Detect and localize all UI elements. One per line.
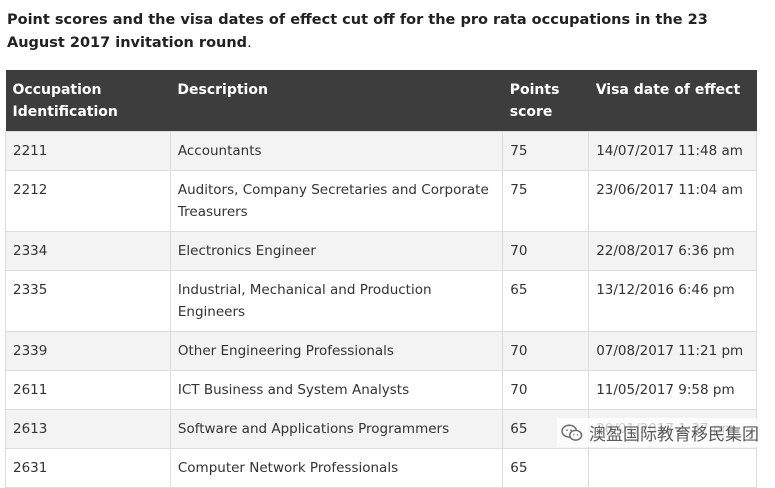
cell-occupation-id: 2339 (5, 331, 171, 371)
header-description: Description (170, 70, 503, 132)
cell-description: Computer Network Professionals (169, 448, 504, 488)
cell-points: 65 (502, 448, 590, 488)
watermark: 澳盈国际教育移民集团 (557, 418, 763, 447)
cell-description: Auditors, Company Secretaries and Corpor… (169, 170, 504, 232)
cell-visa-date: 23/06/2017 11:04 am (588, 170, 757, 232)
watermark-text: 澳盈国际教育移民集团 (589, 425, 759, 445)
table-row: 2631 Computer Network Professionals 65 (5, 448, 757, 488)
cell-visa-date: 11/05/2017 9:58 pm (588, 370, 757, 410)
table-row: 2339 Other Engineering Professionals 70 07/… (5, 331, 757, 371)
header-visa-date: Visa date of effect (588, 70, 757, 132)
cell-description: Electronics Engineer (169, 231, 504, 271)
cell-occupation-id: 2211 (5, 131, 171, 171)
table-row: 2335 Industrial, Mechanical and Productio… (5, 270, 757, 332)
cell-occupation-id: 2335 (5, 270, 171, 332)
cell-description: Software and Applications Programmers (169, 409, 504, 449)
table-row: 2611 ICT Business and System Analysts 70 11… (5, 370, 757, 410)
cell-occupation-id: 2334 (5, 231, 171, 271)
cell-description: Other Engineering Professionals (169, 331, 504, 371)
cell-occupation-id: 2631 (5, 448, 171, 488)
cell-points: 70 (502, 231, 590, 271)
table-header-row: Occupation Identification Description Po… (5, 70, 757, 132)
cell-points: 70 (502, 370, 590, 410)
cell-occupation-id: 2613 (5, 409, 171, 449)
cell-points: 70 (502, 331, 590, 371)
cell-visa-date: 14/07/2017 11:48 am (588, 131, 757, 171)
header-occupation-id: Occupation Identification (5, 70, 171, 132)
cell-visa-date: 07/08/2017 11:21 pm (588, 331, 757, 371)
cell-description: ICT Business and System Analysts (169, 370, 504, 410)
cell-points: 65 (502, 270, 590, 332)
cell-points: 75 (502, 131, 590, 171)
intro-bold: Point scores and the visa dates of effec… (7, 12, 708, 51)
wechat-icon (561, 424, 583, 441)
header-points: Points score (502, 70, 589, 132)
table-row: 2334 Electronics Engineer 70 22/08/2017 6:3… (5, 231, 757, 271)
cell-description: Accountants (169, 131, 504, 171)
table-row: 2212 Auditors, Company Secretaries and Co… (5, 170, 757, 232)
cell-visa-date (588, 448, 757, 488)
intro-text: Point scores and the visa dates of effec… (7, 9, 767, 55)
intro-trailing: . (247, 35, 252, 51)
cell-occupation-id: 2212 (5, 170, 171, 232)
cell-occupation-id: 2611 (5, 370, 171, 410)
cell-visa-date: 13/12/2016 6:46 pm (588, 270, 757, 332)
table-row: 2211 Accountants 75 14/07/2017 11:48 am (5, 131, 757, 171)
cell-visa-date: 22/08/2017 6:36 pm (588, 231, 757, 271)
cell-points: 75 (502, 170, 590, 232)
cell-description: Industrial, Mechanical and Production En… (169, 270, 504, 332)
